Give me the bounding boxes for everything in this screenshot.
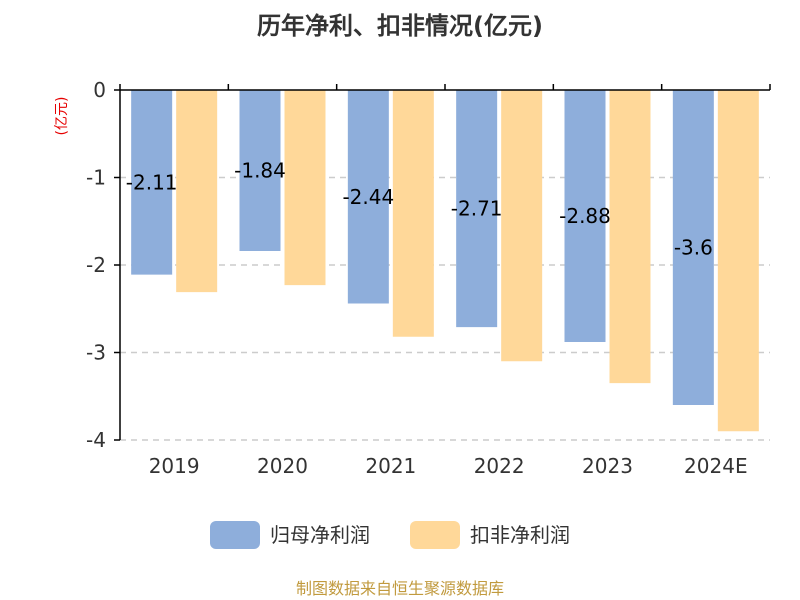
bar-2023-1 <box>609 90 651 384</box>
gridlines <box>120 176 770 441</box>
y-tick-label: -4 <box>86 428 106 452</box>
x-tick-label: 2022 <box>474 454 525 478</box>
data-label: -1.84 <box>234 159 286 183</box>
data-label: -2.71 <box>451 197 503 221</box>
bar-2021-1 <box>392 90 434 337</box>
x-tick-label: 2019 <box>149 454 200 478</box>
y-tick-label: 0 <box>93 78 106 102</box>
bar-2020-1 <box>284 90 326 286</box>
data-label: -2.44 <box>342 185 394 209</box>
x-tick-label: 2021 <box>365 454 416 478</box>
legend: 归母净利润 扣非净利润 <box>210 521 570 549</box>
legend-swatch-1 <box>410 521 460 549</box>
source-note: 制图数据来自恒生聚源数据库 <box>296 579 504 598</box>
bars <box>131 90 759 432</box>
x-tick-label: 2024E <box>684 454 748 478</box>
data-label: -3.6 <box>674 236 713 260</box>
bar-2019-1 <box>176 90 218 293</box>
x-tick-label: 2023 <box>582 454 633 478</box>
y-axis-label: (亿元) <box>54 97 70 136</box>
data-labels: -2.11 -1.84 -2.44 -2.71 -2.88 -3.6 <box>126 159 713 260</box>
bar-2020-0 <box>239 90 281 251</box>
y-tick-label: -1 <box>86 166 106 190</box>
bar-2022-1 <box>501 90 543 362</box>
y-tick-label: -2 <box>86 253 106 277</box>
legend-label-0: 归母净利润 <box>270 523 370 547</box>
legend-swatch-0 <box>210 521 260 549</box>
bar-2019-0 <box>131 90 173 275</box>
legend-label-1: 扣非净利润 <box>470 523 570 547</box>
chart-title: 历年净利、扣非情况(亿元) <box>257 12 543 40</box>
data-label: -2.88 <box>559 204 611 228</box>
bar-2023-0 <box>564 90 606 342</box>
bar-2024E-0 <box>672 90 714 405</box>
bar-2021-0 <box>347 90 389 304</box>
y-tick-label: -3 <box>86 341 106 365</box>
bar-2024E-1 <box>717 90 759 432</box>
x-tick-label: 2020 <box>257 454 308 478</box>
bar-2022-0 <box>456 90 498 328</box>
data-label: -2.11 <box>126 170 178 194</box>
axes: 0 -1 -2 -3 -4 2019 2020 2021 2022 2023 2024E <box>86 78 771 478</box>
